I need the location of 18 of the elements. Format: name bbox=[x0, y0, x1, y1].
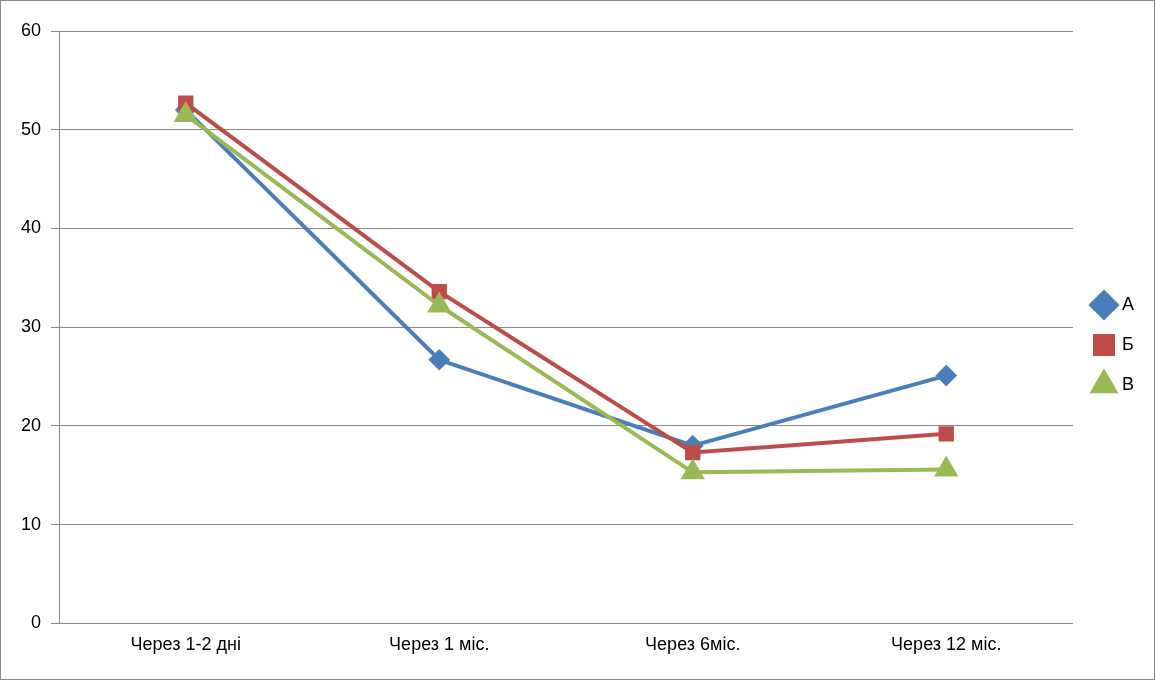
y-tick-label: 40 bbox=[20, 217, 42, 238]
y-tick-label: 30 bbox=[20, 316, 42, 337]
y-tick-label: 60 bbox=[20, 19, 42, 40]
x-tick-label: Через 1 міс. bbox=[389, 634, 490, 655]
legend-label: В bbox=[1121, 373, 1135, 394]
y-tick-label: 0 bbox=[31, 612, 42, 633]
point bbox=[938, 426, 954, 442]
y-tick-label: 20 bbox=[20, 414, 42, 435]
legend-label: А bbox=[1121, 293, 1135, 314]
x-tick-label: Через 12 міс. bbox=[891, 634, 1002, 655]
legend-label: Б bbox=[1121, 333, 1134, 354]
point bbox=[685, 444, 701, 461]
point bbox=[936, 365, 957, 386]
x-tick-label: Через 6міс. bbox=[645, 634, 741, 655]
point bbox=[429, 349, 450, 370]
x-tick-label: Через 1-2 дні bbox=[130, 634, 241, 655]
y-tick-label: 50 bbox=[20, 118, 42, 139]
y-tick-label: 10 bbox=[20, 513, 42, 534]
